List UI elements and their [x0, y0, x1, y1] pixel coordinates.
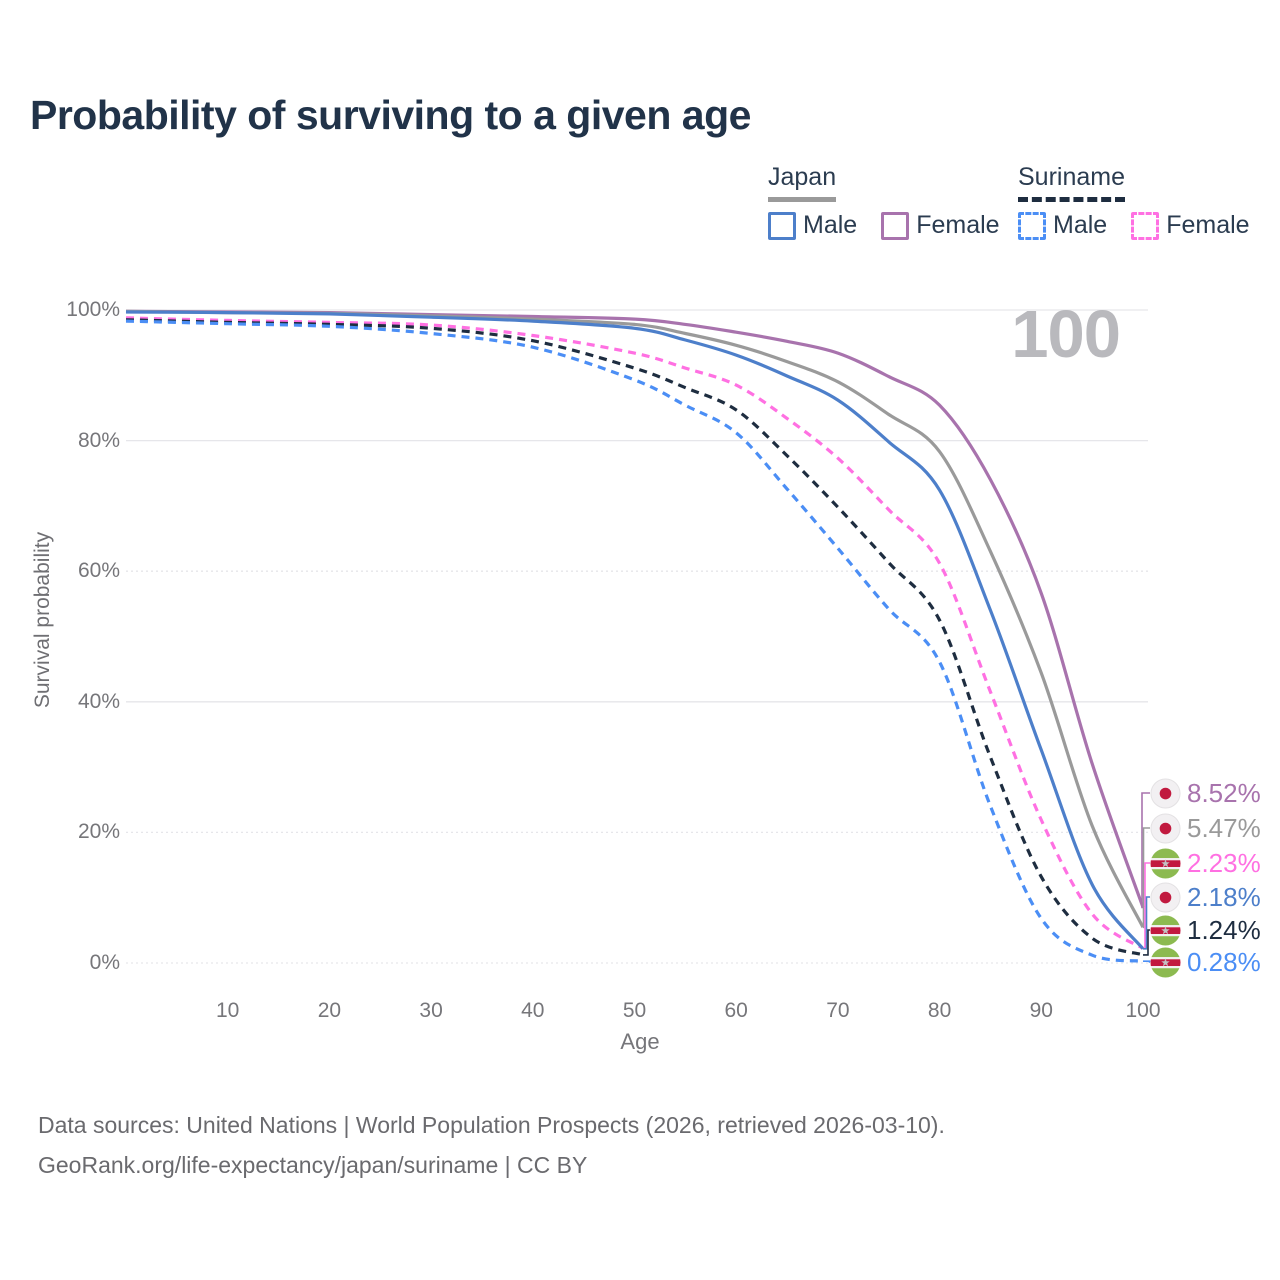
- legend-item-japan-female[interactable]: Female: [881, 211, 1000, 240]
- legend-item-label: Male: [1053, 211, 1108, 239]
- footer-attribution: GeoRank.org/life-expectancy/japan/surina…: [38, 1151, 588, 1178]
- page-title: Probability of surviving to a given age: [30, 92, 751, 138]
- x-tick-20: 20: [317, 999, 342, 1022]
- footer-data-sources: Data sources: United Nations | World Pop…: [38, 1112, 945, 1138]
- leader-line-suriname-male: [1143, 960, 1151, 963]
- legend-group-suriname: Suriname Male Female: [1018, 163, 1250, 240]
- legend-item-suriname-female[interactable]: Female: [1131, 211, 1250, 240]
- end-value: 5.47%: [1187, 812, 1261, 843]
- footer: Data sources: United Nations | World Pop…: [38, 1106, 945, 1185]
- legend-group-title-japan: Japan: [768, 163, 837, 202]
- end-label-japan-male: 2.18%: [1150, 882, 1261, 913]
- curve-suriname-female: [125, 316, 1144, 950]
- y-tick-60%: 60%: [77, 559, 120, 583]
- legend-item-label: Female: [916, 211, 1000, 239]
- legend-group-japan: Japan Male Female: [768, 163, 1000, 240]
- x-tick-70: 70: [826, 999, 850, 1022]
- end-label-suriname-male: 0.28%: [1150, 947, 1261, 978]
- end-label-japan-female: 8.52%: [1150, 778, 1261, 809]
- curve-suriname-male: [125, 319, 1144, 963]
- legend-item-label: Male: [803, 211, 858, 239]
- legend-swatch-icon: [1131, 211, 1160, 240]
- x-tick-80: 80: [927, 999, 952, 1022]
- legend-swatch-icon: [881, 211, 910, 240]
- end-value: 0.28%: [1187, 946, 1261, 977]
- x-tick-50: 50: [622, 999, 647, 1022]
- legend-items: Male Female: [1018, 211, 1250, 240]
- leader-line-japan-male: [1143, 896, 1150, 950]
- end-label-japan-both-sexes: 5.47%: [1150, 813, 1261, 844]
- y-tick-20%: 20%: [77, 820, 120, 844]
- legend-group-title-suriname: Suriname: [1018, 163, 1125, 202]
- end-label-suriname-both-sexes: 1.24%: [1150, 915, 1261, 946]
- x-tick-100: 100: [1125, 999, 1161, 1022]
- legend-swatch-icon: [1018, 211, 1046, 240]
- curve-japan-both-sexes: [125, 309, 1145, 929]
- x-axis-title: Age: [620, 1029, 660, 1054]
- curve-suriname-both-sexes: [125, 318, 1144, 957]
- end-label-suriname-female: 2.23%: [1150, 848, 1261, 879]
- end-value: 2.18%: [1187, 881, 1261, 912]
- y-tick-0%: 0%: [89, 951, 120, 974]
- japan-flag-icon: [1150, 881, 1181, 913]
- end-value: 8.52%: [1187, 777, 1261, 808]
- legend-item-japan-male[interactable]: Male: [768, 211, 857, 240]
- end-value: 1.24%: [1187, 914, 1261, 945]
- suriname-flag-icon: [1150, 914, 1181, 946]
- legend-item-label: Female: [1166, 211, 1250, 239]
- curve-japan-male: [125, 310, 1145, 950]
- leader-line-japan-female: [1141, 792, 1150, 909]
- suriname-flag-icon: [1150, 946, 1181, 978]
- y-tick-40%: 40%: [77, 689, 120, 713]
- leader-line-japan-both-sexes: [1142, 827, 1150, 929]
- x-tick-40: 40: [521, 999, 545, 1022]
- y-tick-80%: 80%: [77, 428, 120, 452]
- leader-line-suriname-both-sexes: [1143, 929, 1150, 956]
- end-value: 2.23%: [1187, 847, 1261, 878]
- x-tick-30: 30: [419, 999, 443, 1022]
- suriname-flag-icon: [1150, 847, 1181, 879]
- x-tick-60: 60: [724, 999, 748, 1022]
- legend-swatch-icon: [768, 211, 796, 240]
- x-tick-90: 90: [1029, 999, 1053, 1022]
- x-tick-10: 10: [216, 999, 240, 1022]
- japan-flag-icon: [1150, 777, 1181, 809]
- legend-items: Male Female: [768, 211, 1000, 240]
- legend-item-suriname-male[interactable]: Male: [1018, 211, 1107, 240]
- y-tick-100%: 100%: [66, 298, 120, 321]
- japan-flag-icon: [1150, 812, 1181, 844]
- age-counter-watermark: 100: [1011, 297, 1121, 372]
